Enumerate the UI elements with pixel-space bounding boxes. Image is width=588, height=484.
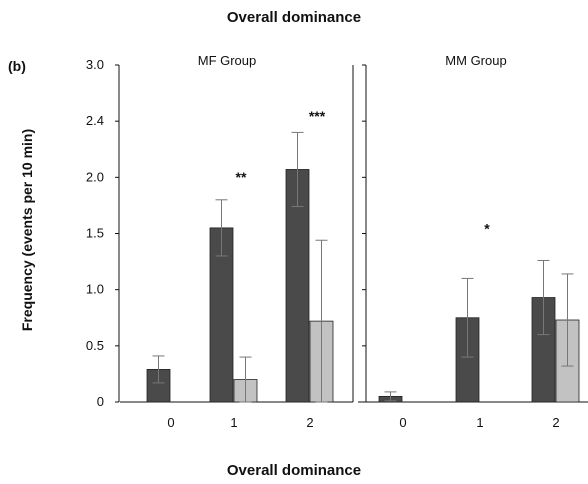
- x-tick-label: 0: [167, 415, 174, 430]
- figure-bottom-title: Overall dominance: [226, 462, 362, 479]
- panel-label: (b): [8, 58, 26, 74]
- significance-marker: *: [484, 221, 490, 237]
- y-tick-label: 0.5: [86, 338, 104, 353]
- x-tick-label: 2: [306, 415, 313, 430]
- y-tick-label: 2.4: [86, 113, 104, 128]
- x-tick-label: 0: [399, 415, 406, 430]
- figure-top-title: Overall dominance: [226, 9, 362, 26]
- y-tick-label: 2.0: [86, 169, 104, 184]
- significance-marker: ***: [309, 108, 326, 124]
- x-tick-label: 2: [552, 415, 559, 430]
- x-tick-label: 1: [476, 415, 483, 430]
- y-tick-label: 3.0: [86, 57, 104, 72]
- panel-title: MF Group: [198, 53, 257, 68]
- x-tick-label: 1: [230, 415, 237, 430]
- panel-title: MM Group: [445, 53, 506, 68]
- y-tick-label: 1.0: [86, 282, 104, 297]
- y-tick-label: 1.5: [86, 226, 104, 241]
- y-tick-label: 0: [97, 394, 104, 409]
- significance-marker: **: [236, 169, 247, 185]
